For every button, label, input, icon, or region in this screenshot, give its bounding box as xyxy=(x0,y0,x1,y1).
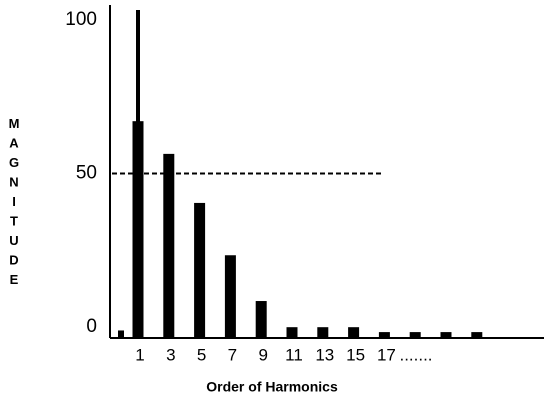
x-axis-label: Order of Harmonics xyxy=(206,379,338,395)
x-tick-label: 9 xyxy=(258,345,267,364)
bar xyxy=(163,153,175,337)
y-tick-label: 100 xyxy=(65,9,97,30)
x-tick-label: 7 xyxy=(228,345,237,364)
x-tick-label: 3 xyxy=(166,345,175,364)
bar xyxy=(255,301,267,337)
x-tick-label: 13 xyxy=(315,345,334,364)
bar xyxy=(348,327,360,337)
x-tick-label: ....... xyxy=(399,345,432,364)
x-tick-label: 1 xyxy=(135,345,144,364)
bar xyxy=(317,327,329,337)
x-tick-label: 15 xyxy=(346,345,365,364)
bar xyxy=(471,332,483,337)
y-tick-label: 0 xyxy=(86,316,97,337)
x-tick-label: 11 xyxy=(285,345,303,364)
x-tick-label: 17 xyxy=(377,345,396,364)
bar xyxy=(194,202,206,337)
bar xyxy=(224,255,236,337)
bar xyxy=(378,332,390,337)
bar xyxy=(286,327,298,337)
bar xyxy=(136,10,140,337)
bar xyxy=(118,330,124,337)
bar xyxy=(440,332,452,337)
bar xyxy=(409,332,421,337)
y-tick-label: 50 xyxy=(76,163,97,184)
x-tick-label: 5 xyxy=(197,345,206,364)
